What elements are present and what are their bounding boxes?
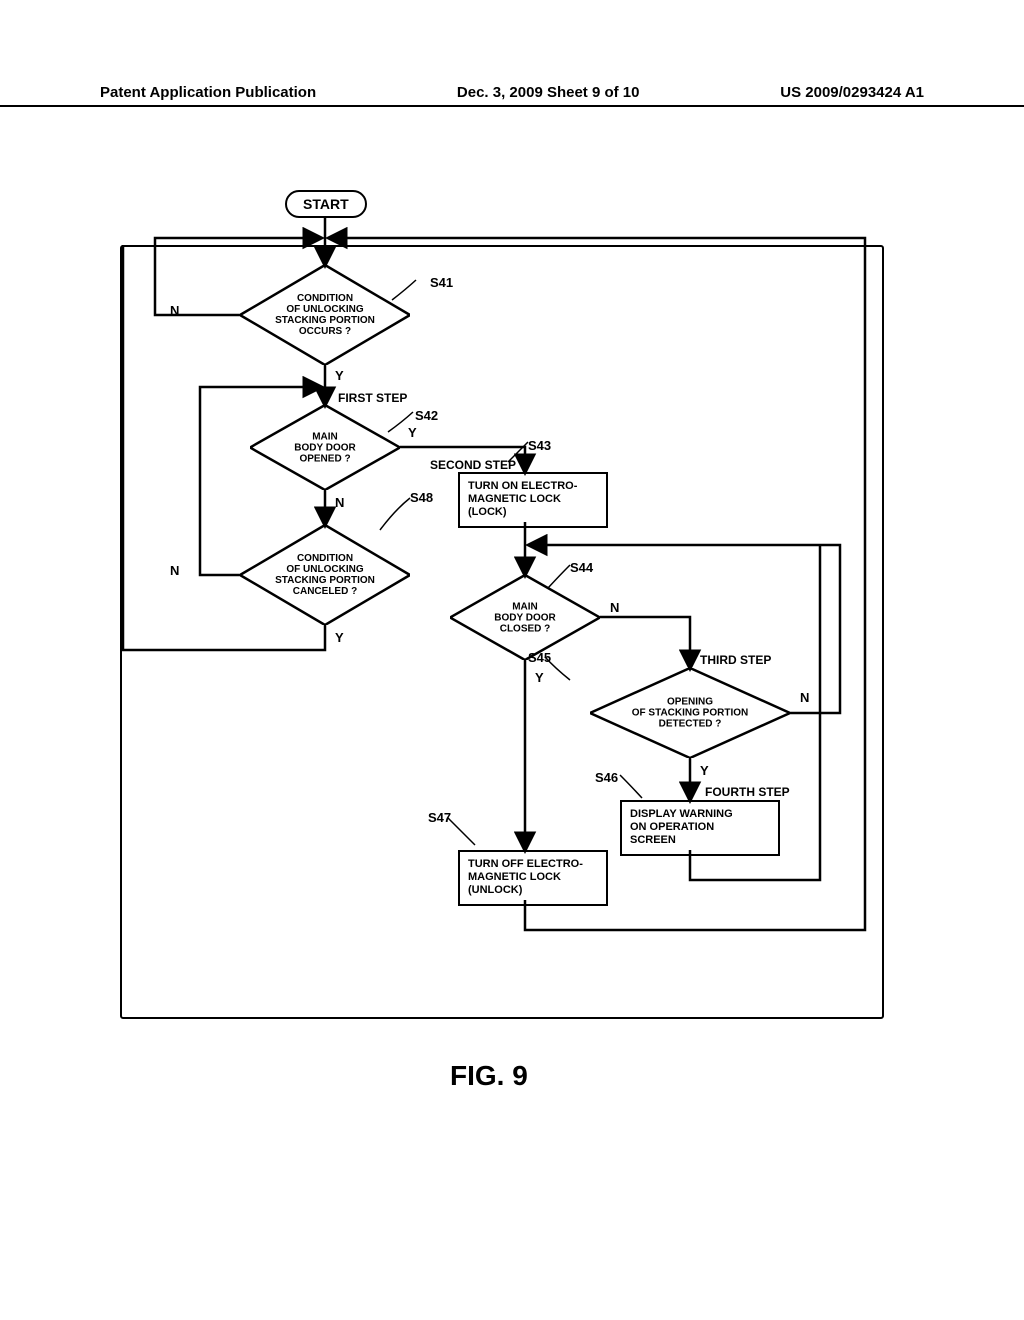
s47-id: S47 — [428, 810, 451, 825]
s45-no: N — [800, 690, 809, 705]
s45-text: OPENINGOF STACKING PORTIONDETECTED ? — [590, 697, 790, 730]
header-center: Dec. 3, 2009 Sheet 9 of 10 — [457, 84, 640, 101]
process-s47: TURN OFF ELECTRO-MAGNETIC LOCK(UNLOCK) — [458, 850, 608, 906]
s44-id: S44 — [570, 560, 593, 575]
s42-yes: Y — [408, 425, 417, 440]
decision-s48: CONDITIONOF UNLOCKINGSTACKING PORTIONCAN… — [240, 525, 410, 625]
s42-text: MAINBODY DOOROPENED ? — [250, 431, 400, 464]
s44-no: N — [610, 600, 619, 615]
s41-text: CONDITIONOF UNLOCKINGSTACKING PORTIONOCC… — [240, 293, 410, 337]
page-header: Patent Application Publication Dec. 3, 2… — [0, 84, 1024, 107]
s41-no: N — [170, 303, 179, 318]
s46-step: FOURTH STEP — [705, 785, 790, 799]
flowchart: START CONDITIONOF UNLOCKINGSTACKING PORT… — [120, 190, 880, 1020]
header-right: US 2009/0293424 A1 — [780, 84, 924, 101]
start-terminator: START — [285, 190, 367, 218]
s43-step: SECOND STEP — [430, 458, 516, 472]
s44-yes: Y — [535, 670, 544, 685]
decision-s45: OPENINGOF STACKING PORTIONDETECTED ? — [590, 668, 790, 758]
s43-id: S43 — [528, 438, 551, 453]
s42-step: FIRST STEP — [338, 391, 407, 405]
process-s43: TURN ON ELECTRO-MAGNETIC LOCK(LOCK) — [458, 472, 608, 528]
s44-text: MAINBODY DOORCLOSED ? — [450, 601, 600, 634]
header-left: Patent Application Publication — [100, 84, 316, 101]
s41-yes: Y — [335, 368, 344, 383]
figure-label: FIG. 9 — [450, 1060, 528, 1092]
s45-yes: Y — [700, 763, 709, 778]
s46-id: S46 — [595, 770, 618, 785]
start-label: START — [303, 196, 349, 212]
s42-id: S42 — [415, 408, 438, 423]
s48-yes: Y — [335, 630, 344, 645]
s48-id: S48 — [410, 490, 433, 505]
s45-step: THIRD STEP — [700, 653, 771, 667]
process-s46: DISPLAY WARNINGON OPERATIONSCREEN — [620, 800, 780, 856]
s41-id: S41 — [430, 275, 453, 290]
s42-no: N — [335, 495, 344, 510]
s48-text: CONDITIONOF UNLOCKINGSTACKING PORTIONCAN… — [240, 553, 410, 597]
decision-s44: MAINBODY DOORCLOSED ? — [450, 575, 600, 660]
s48-no: N — [170, 563, 179, 578]
decision-s42: MAINBODY DOOROPENED ? — [250, 405, 400, 490]
decision-s41: CONDITIONOF UNLOCKINGSTACKING PORTIONOCC… — [240, 265, 410, 365]
s45-id: S45 — [528, 650, 551, 665]
page: Patent Application Publication Dec. 3, 2… — [0, 0, 1024, 1320]
